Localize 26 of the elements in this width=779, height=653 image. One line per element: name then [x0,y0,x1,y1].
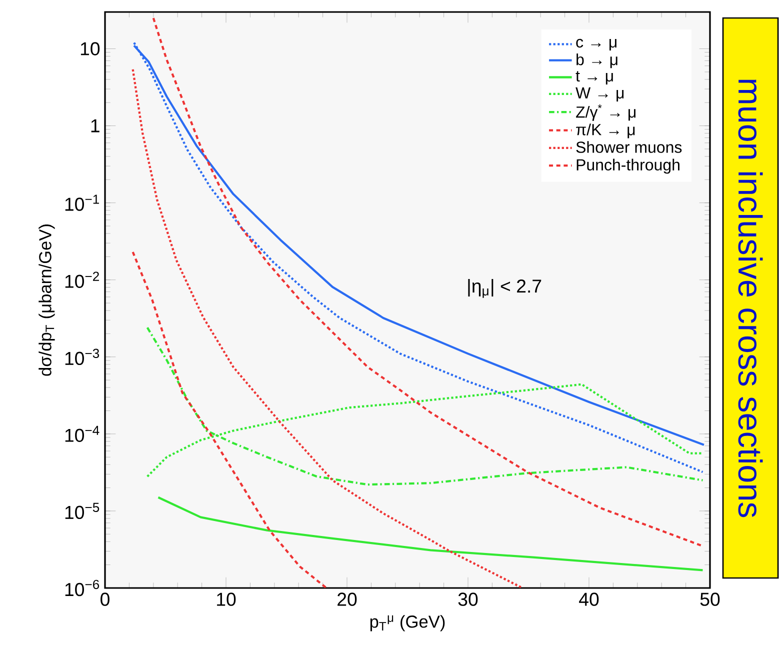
x-tick-label: 10 [217,592,236,606]
y-tick-label: 10$^{−6}$ [65,580,100,596]
legend-label: t → μ [576,71,613,84]
legend-label: b → μ [576,53,618,68]
legend-label: Shower muons [576,141,682,153]
y-tick-label: 10 [80,42,100,56]
legend-label: W → μ [576,87,624,102]
legend-label: c → μ [576,38,616,51]
x-tick-label: 50 [700,592,720,606]
x-axis-title: p$_{T}$$^{μ}$ (GeV) [370,615,445,632]
legend-label: π/K → μ [576,124,635,138]
text: muon inclusive cross sections [738,80,763,518]
y-tick-label: 10$^{−1}$ [65,194,99,211]
y-axis-title: dσ/dp$_{T}$ (μbarn/GeV) [38,224,55,376]
y-tick-label: 10$^{−3}$ [65,348,100,366]
x-tick-label: 40 [579,592,599,606]
legend-label: Punch-through [576,158,680,174]
y-tick-label: 1 [91,119,100,132]
x-tick-label: 20 [338,592,357,606]
legend-label: Z/γ$^{*}$ → μ [576,104,636,121]
y-tick-label: 10$^{−4}$ [65,426,100,442]
x-tick-label: 0 [100,592,110,606]
annotation: |η$_{μ}$| < 2.7 [468,279,542,298]
y-tick-label: 10$^{−2}$ [65,272,99,288]
x-tick-label: 30 [458,592,478,606]
y-tick-label: 10$^{−5}$ [65,502,100,520]
